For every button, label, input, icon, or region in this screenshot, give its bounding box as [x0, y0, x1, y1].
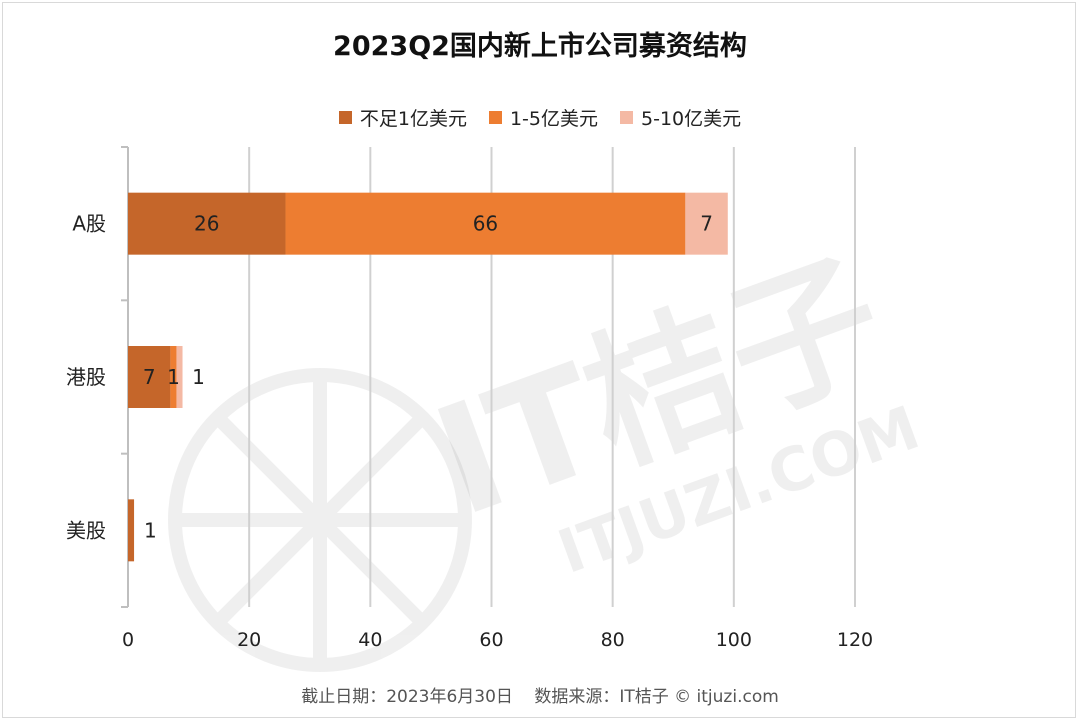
- bar-segment: [685, 192, 728, 255]
- data-label: 1: [192, 365, 205, 389]
- data-label: 7: [143, 365, 156, 389]
- x-tick-label: 60: [479, 629, 503, 651]
- x-tick-label: 20: [237, 629, 261, 651]
- data-label: 1: [167, 365, 180, 389]
- x-tick-label: 100: [716, 629, 752, 651]
- footer-source: 数据来源：IT桔子 © itjuzi.com: [534, 687, 779, 707]
- bar-segment: [176, 346, 183, 408]
- chart-legend: 不足1亿美元 1-5亿美元 5-10亿美元: [0, 104, 1080, 131]
- data-label: 66: [473, 212, 498, 236]
- legend-swatch: [338, 111, 352, 124]
- bar-segment: [128, 499, 135, 562]
- data-label: 1: [144, 518, 157, 542]
- chart-title: 2023Q2国内新上市公司募资结构: [333, 31, 747, 62]
- x-tick-label: 120: [837, 629, 873, 651]
- legend-label: 1-5亿美元: [509, 108, 598, 130]
- bar-segment: [170, 346, 177, 408]
- legend-label: 5-10亿美元: [641, 108, 742, 130]
- bar-segment: [285, 192, 686, 255]
- legend-item: 5-10亿美元: [620, 104, 741, 131]
- footer-date: 截止日期：2023年6月30日: [301, 687, 513, 707]
- x-tick-label: 40: [358, 629, 382, 651]
- x-tick-label: 0: [122, 629, 134, 651]
- bar-segment: [128, 346, 171, 408]
- legend-item: 1-5亿美元: [488, 104, 598, 131]
- legend-swatch: [620, 111, 633, 124]
- legend-label: 不足1亿美元: [359, 108, 467, 130]
- data-label: 7: [700, 212, 713, 236]
- category-label: A股: [72, 212, 106, 236]
- category-label: 美股: [66, 518, 106, 542]
- x-tick-label: 80: [601, 629, 625, 651]
- data-label: 26: [194, 212, 219, 236]
- category-label: 港股: [66, 365, 106, 389]
- legend-swatch: [488, 111, 502, 124]
- chart-footer: 截止日期：2023年6月30日 数据来源：IT桔子 © itjuzi.com: [0, 682, 1080, 707]
- bar-segment: [128, 192, 286, 255]
- legend-item: 不足1亿美元: [338, 104, 467, 131]
